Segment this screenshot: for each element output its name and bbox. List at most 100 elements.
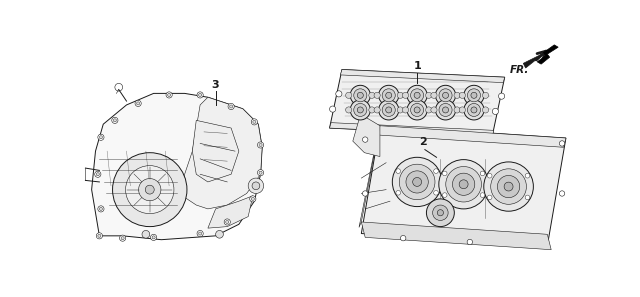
Circle shape — [460, 92, 465, 98]
Circle shape — [382, 103, 396, 116]
Circle shape — [525, 173, 530, 178]
Text: 3: 3 — [212, 80, 220, 89]
Circle shape — [145, 185, 154, 194]
Circle shape — [197, 230, 204, 237]
Circle shape — [414, 92, 420, 98]
Circle shape — [113, 119, 116, 122]
Circle shape — [403, 107, 408, 113]
Polygon shape — [378, 126, 566, 147]
Circle shape — [525, 195, 530, 200]
Circle shape — [120, 235, 125, 241]
Circle shape — [113, 153, 187, 227]
Text: 2: 2 — [419, 137, 428, 147]
Circle shape — [559, 141, 564, 146]
Circle shape — [379, 85, 399, 105]
Circle shape — [362, 191, 368, 196]
Circle shape — [454, 107, 460, 113]
Circle shape — [379, 100, 399, 120]
Circle shape — [504, 182, 513, 191]
Circle shape — [252, 119, 257, 125]
Circle shape — [386, 92, 392, 98]
Circle shape — [426, 107, 432, 113]
Circle shape — [397, 92, 403, 98]
Circle shape — [350, 100, 371, 120]
Polygon shape — [193, 120, 239, 182]
Circle shape — [354, 89, 367, 102]
Circle shape — [369, 107, 375, 113]
Circle shape — [98, 134, 104, 140]
Polygon shape — [537, 45, 558, 64]
Circle shape — [467, 89, 481, 102]
Circle shape — [125, 166, 174, 214]
Text: 1: 1 — [413, 61, 421, 71]
Circle shape — [484, 162, 533, 211]
Polygon shape — [353, 114, 380, 157]
Circle shape — [433, 205, 448, 220]
Circle shape — [139, 178, 161, 201]
Circle shape — [426, 199, 454, 227]
Circle shape — [112, 117, 118, 124]
Circle shape — [446, 167, 481, 202]
Circle shape — [168, 93, 171, 97]
Circle shape — [406, 171, 428, 193]
Circle shape — [460, 107, 465, 113]
Circle shape — [471, 92, 477, 98]
Circle shape — [224, 219, 230, 225]
Circle shape — [426, 92, 432, 98]
Circle shape — [386, 107, 392, 113]
Circle shape — [480, 171, 485, 176]
Circle shape — [96, 233, 102, 239]
Circle shape — [374, 107, 380, 113]
Circle shape — [399, 164, 435, 200]
Polygon shape — [330, 123, 494, 136]
Circle shape — [216, 230, 223, 238]
Circle shape — [362, 137, 368, 142]
Circle shape — [392, 157, 442, 207]
Circle shape — [483, 92, 488, 98]
Circle shape — [442, 193, 447, 198]
Circle shape — [442, 171, 447, 176]
Circle shape — [357, 92, 364, 98]
Polygon shape — [362, 222, 551, 250]
Circle shape — [99, 136, 102, 139]
Circle shape — [135, 100, 141, 107]
Circle shape — [250, 196, 256, 202]
Circle shape — [435, 100, 456, 120]
Circle shape — [452, 173, 475, 195]
Circle shape — [98, 206, 104, 212]
Polygon shape — [330, 69, 505, 136]
Circle shape — [136, 102, 140, 105]
Circle shape — [499, 93, 505, 99]
Circle shape — [252, 182, 260, 190]
Polygon shape — [208, 196, 253, 228]
Circle shape — [248, 178, 264, 193]
Circle shape — [350, 85, 371, 105]
Circle shape — [439, 103, 452, 116]
Circle shape — [487, 173, 492, 178]
Circle shape — [252, 197, 254, 200]
Circle shape — [346, 107, 352, 113]
Circle shape — [434, 169, 438, 173]
Circle shape — [467, 239, 472, 245]
Circle shape — [150, 234, 157, 241]
Text: FR.: FR. — [510, 65, 529, 75]
Circle shape — [464, 85, 484, 105]
Circle shape — [492, 108, 499, 114]
Circle shape — [259, 171, 262, 174]
Circle shape — [483, 107, 488, 113]
Circle shape — [442, 107, 449, 113]
Circle shape — [467, 103, 481, 116]
Polygon shape — [524, 53, 545, 68]
Circle shape — [397, 107, 403, 113]
Circle shape — [369, 92, 375, 98]
Circle shape — [413, 178, 422, 187]
Circle shape — [121, 237, 124, 240]
Circle shape — [253, 120, 256, 124]
Polygon shape — [362, 126, 566, 246]
Circle shape — [226, 220, 229, 224]
Circle shape — [411, 103, 424, 116]
Circle shape — [431, 92, 437, 98]
Circle shape — [374, 92, 380, 98]
Circle shape — [382, 89, 396, 102]
Circle shape — [330, 106, 336, 112]
